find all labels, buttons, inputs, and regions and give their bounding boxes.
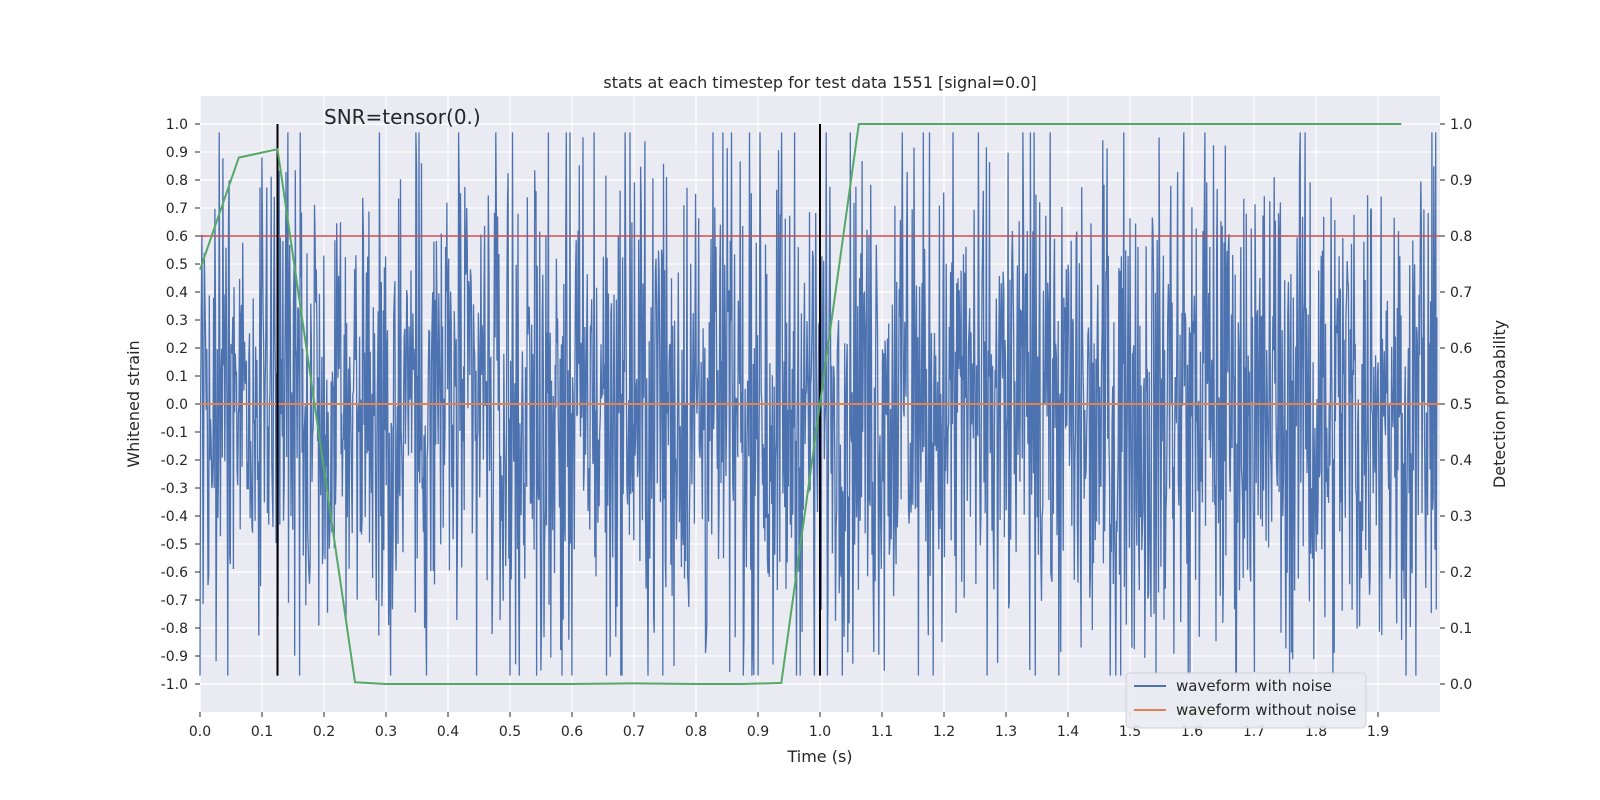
- x-tick-label: 1.0: [809, 724, 831, 740]
- y-tick-label: -0.8: [161, 621, 188, 637]
- series-area: [199, 123, 1440, 685]
- y-tick-label: 1.0: [166, 117, 188, 133]
- y2-axis-label: Detection probability: [1490, 320, 1509, 488]
- x-axis-label: Time (s): [786, 747, 852, 766]
- x-tick-label: 1.9: [1367, 724, 1389, 740]
- x-tick-label: 1.4: [1057, 724, 1079, 740]
- x-tick-label: 0.4: [437, 724, 459, 740]
- y-tick-label: -0.3: [161, 481, 188, 497]
- y-tick-label: -0.1: [161, 425, 188, 441]
- x-tick-label: 0.5: [499, 724, 521, 740]
- legend: waveform with noise waveform without noi…: [1125, 672, 1367, 729]
- legend-label-clean: waveform without noise: [1176, 701, 1356, 719]
- y-tick-label: -1.0: [161, 677, 188, 693]
- y-tick-label: 0.0: [166, 397, 188, 413]
- series-detection-probability: [199, 123, 1402, 685]
- y-axis-left: 1.0 0.9 0.8 0.7 0.6 0.5 0.4 0.3 0.2 0.1 0.0 -0.1 -0.…: [161, 117, 200, 693]
- y2-tick-label: 0.7: [1450, 285, 1472, 301]
- x-tick-label: 0.1: [251, 724, 273, 740]
- y-axis-right: 1.0 0.9 0.8 0.7 0.6 0.5 0.4 0.3 0.2 0.1 0.0: [1440, 117, 1472, 693]
- snr-annotation: SNR=tensor(0.): [324, 105, 481, 129]
- x-tick-label: 0.2: [313, 724, 335, 740]
- chart-title: stats at each timestep for test data 155…: [603, 73, 1036, 92]
- y2-tick-label: 0.9: [1450, 173, 1472, 189]
- y-axis-label: Whitened strain: [124, 340, 143, 467]
- legend-label-noise: waveform with noise: [1176, 677, 1332, 695]
- y-tick-label: 0.9: [166, 145, 188, 161]
- x-tick-label: 1.2: [933, 724, 955, 740]
- y2-tick-label: 0.2: [1450, 565, 1472, 581]
- y-tick-label: -0.5: [161, 537, 188, 553]
- y-tick-label: 0.4: [166, 285, 188, 301]
- y-tick-label: -0.6: [161, 565, 188, 581]
- y2-tick-label: 0.5: [1450, 397, 1472, 413]
- y-tick-label: -0.2: [161, 453, 188, 469]
- x-tick-label: 1.3: [995, 724, 1017, 740]
- y-tick-label: 0.3: [166, 313, 188, 329]
- y2-tick-label: 0.8: [1450, 229, 1472, 245]
- y-tick-label: 0.2: [166, 341, 188, 357]
- y2-tick-label: 0.1: [1450, 621, 1472, 637]
- y2-tick-label: 1.0: [1450, 117, 1472, 133]
- y-tick-label: 0.1: [166, 369, 188, 385]
- x-tick-label: 0.7: [623, 724, 645, 740]
- x-tick-label: 0.9: [747, 724, 769, 740]
- y-tick-label: 0.5: [166, 257, 188, 273]
- x-tick-label: 0.3: [375, 724, 397, 740]
- y2-tick-label: 0.3: [1450, 509, 1472, 525]
- x-tick-label: 0.0: [189, 724, 211, 740]
- x-axis: 0.0 0.1 0.2 0.3 0.4 0.5 0.6 0.7 0.8 0.9 1.0 1.1 1.2 1…: [189, 712, 1389, 740]
- y-tick-label: -0.9: [161, 649, 188, 665]
- y2-tick-label: 0.6: [1450, 341, 1472, 357]
- y2-tick-label: 0.0: [1450, 677, 1472, 693]
- y-tick-label: -0.4: [161, 509, 188, 525]
- y-tick-label: 0.6: [166, 229, 188, 245]
- series-waveform-with-noise: [199, 132, 1438, 677]
- x-tick-label: 0.8: [685, 724, 707, 740]
- y-tick-label: -0.7: [161, 593, 188, 609]
- y-tick-label: 0.7: [166, 201, 188, 217]
- legend-box: [1125, 672, 1367, 729]
- y-tick-label: 0.8: [166, 173, 188, 189]
- y2-tick-label: 0.4: [1450, 453, 1472, 469]
- x-tick-label: 0.6: [561, 724, 583, 740]
- x-tick-label: 1.1: [871, 724, 893, 740]
